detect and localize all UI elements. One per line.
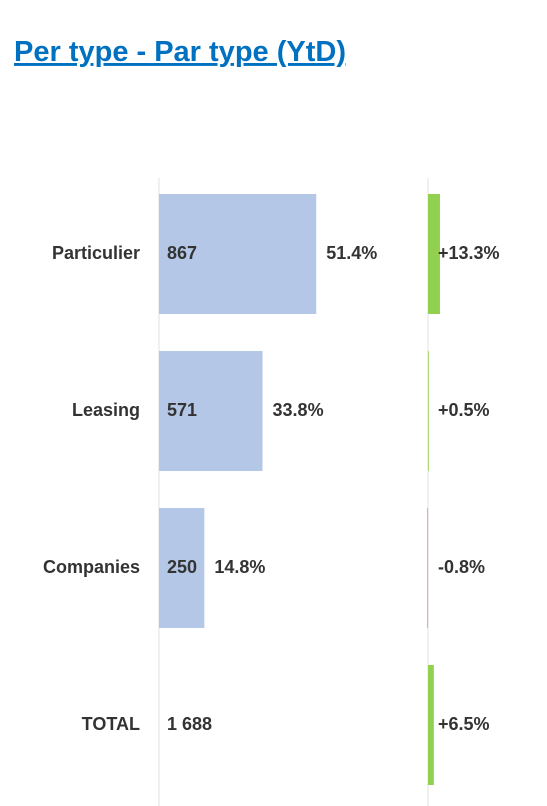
- bar: [159, 508, 205, 628]
- change-bar: [428, 351, 429, 471]
- change-label: +13.3%: [438, 243, 500, 263]
- change-label: -0.8%: [438, 557, 485, 577]
- total-value: 1 688: [167, 714, 212, 734]
- change-bar: [427, 508, 429, 628]
- category-label: Leasing: [72, 400, 140, 420]
- value-label: 250: [167, 557, 197, 577]
- share-label: 33.8%: [273, 400, 324, 420]
- share-label: 14.8%: [214, 557, 265, 577]
- change-label: +6.5%: [438, 714, 490, 734]
- category-label: Companies: [43, 557, 140, 577]
- total-label: TOTAL: [82, 714, 140, 734]
- share-label: 51.4%: [326, 243, 377, 263]
- category-label: Particulier: [52, 243, 140, 263]
- change-bar: [428, 194, 440, 314]
- value-label: 571: [167, 400, 197, 420]
- change-bar: [428, 665, 434, 785]
- bar: [159, 194, 317, 314]
- value-label: 867: [167, 243, 197, 263]
- change-label: +0.5%: [438, 400, 490, 420]
- chart-title: Per type - Par type (YtD): [14, 36, 346, 68]
- bar: [159, 351, 263, 471]
